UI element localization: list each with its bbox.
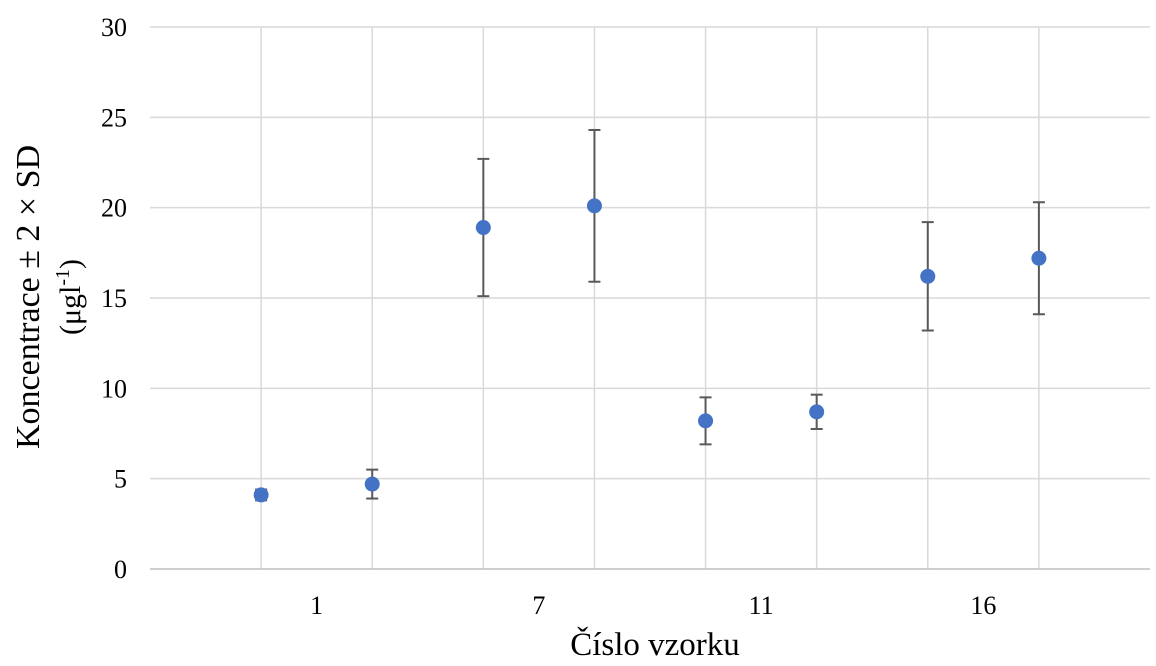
x-tick-label: 16 — [970, 591, 996, 620]
y-axis-tick-labels: 0 5 10 15 20 25 30 — [101, 13, 127, 584]
y-tick-label: 5 — [114, 465, 127, 494]
horizontal-gridlines — [150, 26, 1150, 480]
x-tick-label: 7 — [532, 591, 545, 620]
y-tick-label: 15 — [101, 284, 127, 313]
y-unit-close: ) — [54, 259, 87, 269]
y-tick-label: 10 — [101, 374, 127, 403]
y-axis-unit: (μgl-1) — [52, 259, 87, 335]
y-axis-title: Koncentrace ± 2 × SD — [10, 145, 47, 449]
x-tick-label: 1 — [310, 591, 323, 620]
x-axis-tick-labels: 1 7 11 16 — [310, 591, 996, 620]
data-point — [698, 413, 714, 429]
error-bars — [255, 128, 1045, 502]
data-point — [586, 198, 602, 214]
y-tick-label: 25 — [101, 103, 127, 132]
y-axis-title-line1: Koncentrace ± 2 × SD — [10, 145, 47, 449]
data-point — [1031, 250, 1047, 266]
y-tick-label: 20 — [101, 194, 127, 223]
x-axis-title: Číslo vzorku — [570, 625, 740, 663]
y-unit-superscript: -1 — [52, 269, 74, 286]
y-tick-label: 30 — [101, 13, 127, 42]
data-points — [253, 198, 1047, 503]
data-point — [364, 476, 380, 492]
x-tick-label: 11 — [749, 591, 774, 620]
data-point — [475, 220, 491, 236]
y-axis-title-line2: (μgl-1) — [52, 259, 87, 335]
data-point — [253, 487, 269, 503]
data-point — [920, 268, 936, 284]
y-tick-label: 0 — [114, 555, 127, 584]
data-point — [809, 404, 825, 420]
y-unit-open: (μgl — [54, 286, 87, 335]
